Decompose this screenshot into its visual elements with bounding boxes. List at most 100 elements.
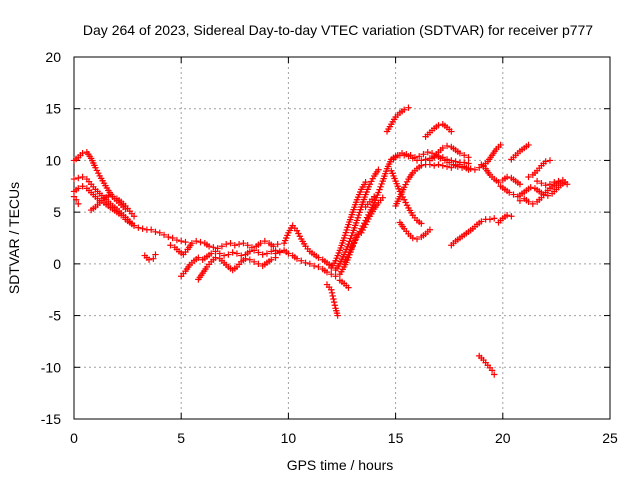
data-point: [375, 166, 382, 173]
y-tick-label: 0: [53, 256, 61, 272]
x-tick-labels: 0 5 10 15 20 25: [70, 430, 618, 446]
data-point: [285, 250, 292, 257]
data-point: [220, 252, 228, 259]
x-tick-label: 15: [388, 430, 404, 446]
data-point: [456, 161, 464, 168]
series-track-15: [328, 178, 369, 272]
data-point: [328, 289, 336, 297]
data-point: [435, 161, 442, 168]
data-point: [208, 250, 215, 257]
data-point: [403, 178, 411, 186]
data-point: [231, 242, 238, 249]
series-track-23: [388, 167, 425, 227]
series-track-28: [476, 352, 498, 378]
data-point: [478, 218, 485, 225]
data-point: [542, 182, 549, 189]
data-point: [352, 236, 359, 243]
data-point: [72, 196, 80, 203]
data-point: [173, 236, 181, 244]
data-point: [205, 243, 213, 250]
data-point: [400, 184, 408, 191]
series-track-34: [525, 157, 554, 181]
data-point: [302, 259, 309, 267]
data-point: [147, 226, 155, 233]
series-track-16: [332, 166, 382, 274]
data-point: [167, 242, 174, 249]
data-point: [465, 166, 472, 173]
data-point: [293, 255, 301, 262]
data-point: [244, 242, 251, 249]
data-point: [356, 228, 364, 235]
series-track-30: [495, 212, 515, 226]
data-point: [446, 159, 453, 166]
data-point: [70, 175, 78, 183]
data-point: [331, 302, 339, 309]
data-point: [75, 200, 82, 208]
data-point: [403, 202, 411, 209]
data-point: [563, 181, 571, 188]
data-point: [235, 241, 243, 248]
y-axis-label: SDTVAR / TECUs: [6, 182, 22, 294]
series-track-9: [178, 247, 284, 280]
data-point: [346, 238, 353, 245]
data-point: [415, 153, 423, 160]
data-point: [95, 169, 102, 177]
data-point: [407, 152, 414, 159]
data-point: [270, 243, 277, 250]
data-point: [491, 371, 498, 378]
data-point: [246, 248, 254, 255]
data-point: [240, 239, 247, 247]
data-point: [435, 122, 442, 129]
data-point: [430, 162, 438, 169]
chart-title: Day 264 of 2023, Sidereal Day-to-day VTE…: [83, 22, 593, 38]
data-point: [358, 229, 365, 237]
data-point: [328, 286, 335, 293]
data-point: [379, 194, 386, 201]
data-point: [79, 183, 86, 190]
data-point: [443, 163, 451, 170]
data-point: [426, 226, 434, 233]
data-point: [448, 164, 455, 171]
data-point: [347, 235, 354, 242]
data-point: [246, 256, 254, 263]
data-point: [109, 193, 116, 200]
data-point: [546, 181, 554, 188]
data-point: [403, 151, 410, 158]
data-point: [105, 192, 112, 199]
series-track-6: [122, 216, 189, 246]
data-point: [365, 215, 372, 223]
data-point: [255, 249, 262, 256]
data-point: [298, 257, 305, 264]
data-point: [551, 178, 558, 186]
data-point: [238, 252, 245, 259]
x-tick-label: 0: [70, 430, 78, 446]
data-point: [79, 173, 86, 181]
data-point: [400, 196, 408, 203]
data-point: [272, 250, 279, 257]
y-tick-label: -5: [49, 308, 62, 324]
data-point: [488, 367, 496, 374]
data-point: [378, 180, 385, 188]
data-point: [461, 152, 468, 159]
data-point: [441, 157, 449, 164]
y-tick-label: -10: [41, 359, 61, 375]
data-point: [212, 254, 219, 261]
data-point: [225, 251, 232, 258]
axis-ticks: [73, 56, 611, 420]
series-track-8: [167, 237, 281, 258]
data-point: [310, 262, 318, 270]
data-point: [165, 233, 172, 241]
data-point: [486, 216, 494, 223]
data-point: [510, 191, 517, 198]
data-point: [92, 164, 99, 171]
data-point: [465, 160, 472, 167]
data-point: [193, 237, 200, 245]
data-point: [223, 241, 230, 248]
data-point: [229, 249, 236, 256]
data-point: [135, 224, 142, 231]
data-point: [377, 183, 384, 191]
data-point: [452, 162, 459, 169]
data-point: [330, 295, 337, 303]
data-point: [413, 235, 421, 243]
data-point: [525, 198, 532, 205]
